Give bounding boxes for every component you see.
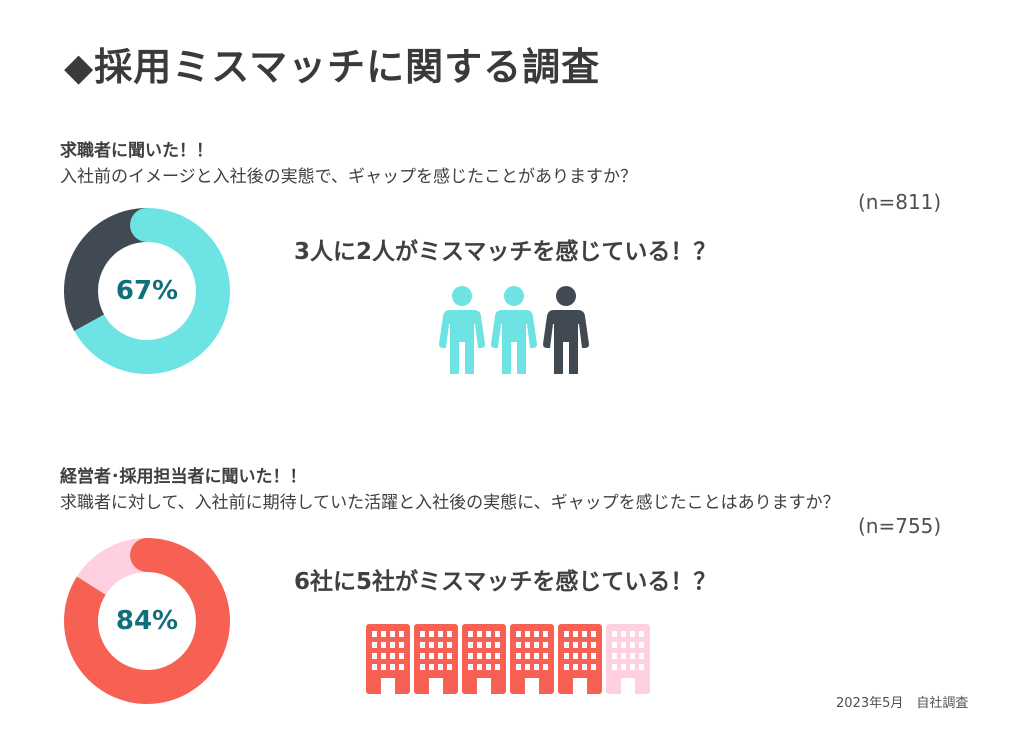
survey2-heading: 経営者･採用担当者に聞いた！！ [60, 467, 307, 487]
building-icon [510, 624, 554, 694]
survey1-headline: 3人に2人がミスマッチを感じている！？ [294, 239, 717, 265]
survey1-heading: 求職者に聞いた！！ [60, 141, 213, 161]
donut1-slice-main [74, 208, 230, 374]
donut2-center-label: 84% [115, 606, 179, 636]
page-title: ◆採用ミスマッチに関する調査 [64, 45, 601, 89]
person-icon [491, 286, 537, 374]
person-icon [543, 286, 589, 374]
footer-source: 2023年5月 自社調査 [836, 696, 969, 711]
donut1-slice-other [64, 208, 148, 331]
donut1-slice-main-cap [130, 208, 164, 242]
building-icon [462, 624, 506, 694]
survey2-sample-size: (n=755) [858, 514, 942, 538]
building-icon [414, 624, 458, 694]
building-icon [558, 624, 602, 694]
survey1-question: 入社前のイメージと入社後の実態で、ギャップを感じたことがありますか？ [60, 167, 637, 187]
person-pictograph [439, 286, 589, 374]
donut-chart-employers [64, 538, 230, 704]
donut2-slice-main-cap [130, 538, 164, 572]
person-icon [439, 286, 485, 374]
donut-chart-jobseekers [64, 208, 230, 374]
building-pictograph [366, 624, 650, 694]
donut2-slice-main [64, 538, 230, 704]
survey2-question: 求職者に対して、入社前に期待していた活躍と入社後の実態に、ギャップを感じたことは… [60, 493, 840, 513]
building-icon [366, 624, 410, 694]
building-icon [606, 624, 650, 694]
survey2-headline: 6社に5社がミスマッチを感じている！？ [294, 569, 717, 595]
survey1-sample-size: (n=811) [858, 190, 942, 214]
donut1-center-label: 67% [115, 276, 179, 306]
